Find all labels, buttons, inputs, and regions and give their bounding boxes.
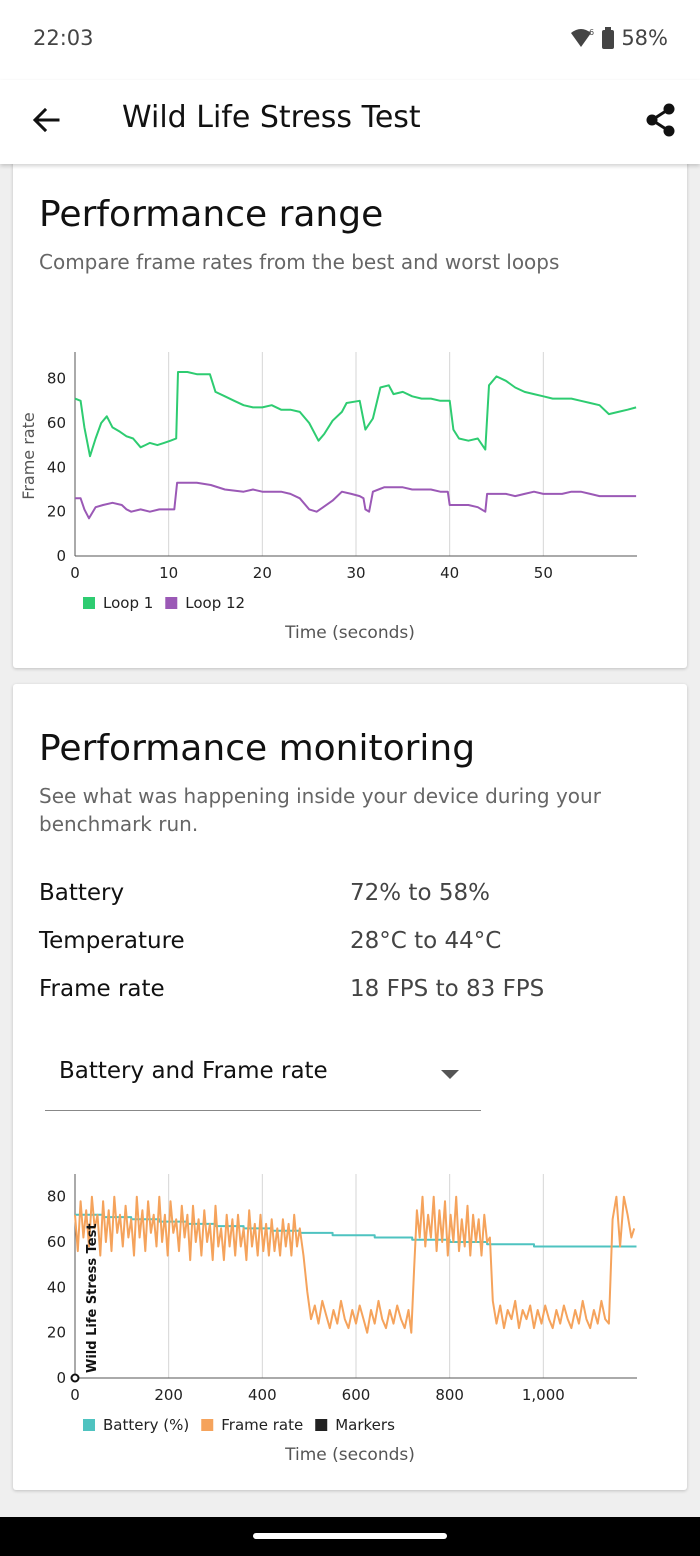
x-axis-label: Time (seconds) [284, 623, 415, 643]
legend-swatch [83, 597, 95, 609]
metric-temperature: Temperature 28°C to 44°C [39, 928, 659, 954]
legend-label: Loop 1 [103, 594, 153, 612]
performance-range-card: Performance range Compare frame rates fr… [13, 150, 687, 668]
metric-battery: Battery 72% to 58% [39, 880, 659, 906]
legend-swatch [201, 1419, 214, 1431]
wifi-icon: 6 [571, 28, 594, 47]
battery-icon [602, 27, 615, 49]
y-tick-label: 0 [56, 547, 66, 565]
marker-label: Wild Life Stress Test [85, 1223, 100, 1373]
y-tick-label: 20 [47, 1324, 66, 1342]
x-tick-label: 40 [440, 564, 459, 582]
caret-down-icon [441, 1070, 459, 1079]
status-time: 22:03 [33, 26, 94, 50]
performance-range-subtitle: Compare frame rates from the best and wo… [39, 250, 560, 274]
legend-swatch [165, 597, 178, 609]
x-tick-label: 0 [70, 564, 80, 582]
metric-label: Frame rate [39, 976, 165, 1002]
status-bar: 22:03 6 58% [0, 0, 700, 80]
metric-value: 72% to 58% [350, 880, 490, 906]
x-tick-label: 20 [253, 564, 272, 582]
legend-label: Frame rate [221, 1416, 303, 1434]
y-tick-label: 0 [56, 1369, 66, 1387]
y-tick-label: 80 [47, 370, 66, 388]
y-tick-label: 60 [47, 1233, 66, 1251]
x-tick-label: 0 [70, 1386, 80, 1404]
metric-value: 18 FPS to 83 FPS [350, 976, 545, 1002]
y-axis-label: Frame rate [19, 412, 38, 499]
performance-monitoring-title: Performance monitoring [39, 728, 476, 769]
y-tick-label: 60 [47, 414, 66, 432]
performance-monitoring-subtitle: See what was happening inside your devic… [39, 784, 601, 836]
x-tick-label: 800 [435, 1386, 464, 1404]
legend-label: Markers [335, 1416, 395, 1434]
x-axis-label: Time (seconds) [284, 1445, 415, 1465]
frame-rate-range-chart: 0 10 20 30 40 50 0 20 40 60 80 Loop 1 Loop 12 Frame… [19, 352, 637, 643]
legend-swatch [83, 1419, 95, 1431]
x-tick-label: 30 [346, 564, 365, 582]
share-icon[interactable] [642, 100, 678, 140]
metric-frame-rate: Frame rate 18 FPS to 83 FPS [39, 976, 659, 1002]
battery-percent: 58% [621, 26, 668, 50]
y-tick-label: 40 [47, 1278, 66, 1296]
app-bar: Wild Life Stress Test [0, 80, 700, 164]
performance-monitoring-card: Performance monitoring See what was happ… [13, 684, 687, 1490]
back-arrow-icon[interactable] [28, 102, 64, 138]
legend-swatch [315, 1419, 328, 1431]
series-line [74, 1195, 636, 1334]
x-tick-label: 400 [248, 1386, 277, 1404]
x-tick-label: 600 [342, 1386, 371, 1404]
home-gesture-bar[interactable] [253, 1533, 447, 1539]
metric-label: Battery [39, 880, 125, 906]
chart-type-dropdown[interactable]: Battery and Frame rate [45, 1044, 481, 1111]
y-tick-label: 80 [47, 1188, 66, 1206]
legend-label: Battery (%) [103, 1416, 189, 1434]
series-line [75, 481, 637, 520]
system-nav-bar [0, 1517, 700, 1556]
x-tick-label: 1,000 [522, 1386, 565, 1404]
legend-label: Loop 12 [185, 594, 245, 612]
y-tick-label: 20 [47, 503, 66, 521]
marker-point [70, 1373, 80, 1383]
x-tick-label: 200 [154, 1386, 183, 1404]
x-tick-label: 50 [534, 564, 553, 582]
battery-frame-rate-chart: 0 200 400 600 800 1,000 0 20 40 60 80 Battery (%) F… [47, 1174, 637, 1465]
series-line [74, 371, 637, 458]
x-tick-label: 10 [159, 564, 178, 582]
svg-text:6: 6 [589, 28, 594, 37]
dropdown-selected: Battery and Frame rate [59, 1058, 328, 1084]
y-tick-label: 40 [47, 458, 66, 476]
performance-range-title: Performance range [39, 194, 384, 235]
status-icons: 6 58% [569, 26, 668, 50]
metric-label: Temperature [39, 928, 185, 954]
metric-value: 28°C to 44°C [350, 928, 502, 954]
page-title: Wild Life Stress Test [122, 100, 421, 135]
